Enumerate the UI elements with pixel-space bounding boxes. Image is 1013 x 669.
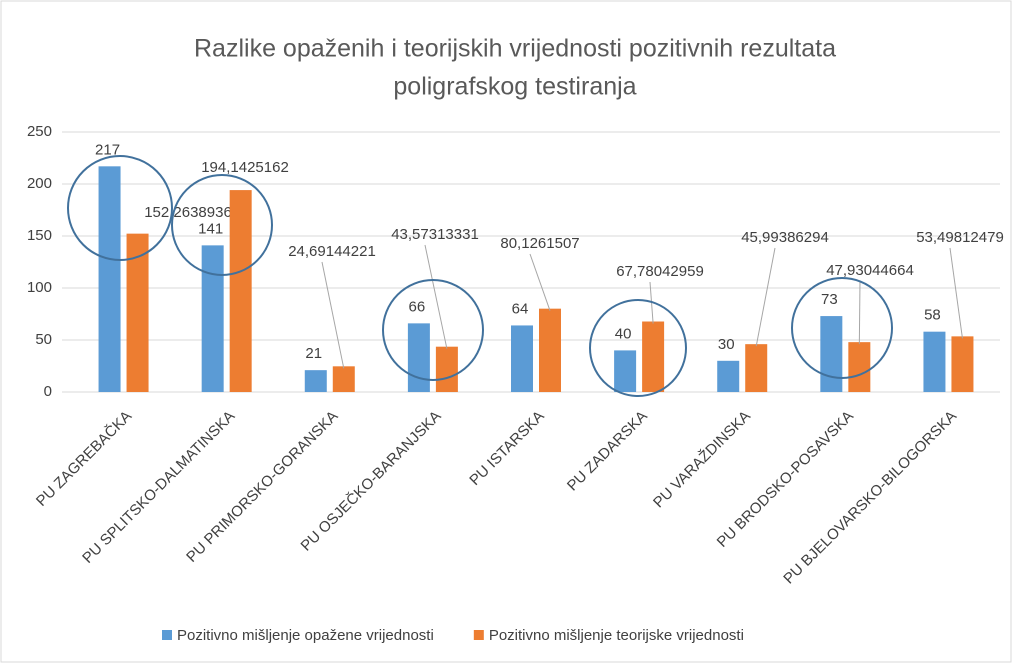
y-tick-label: 200	[27, 175, 52, 192]
data-label: 45,99386294	[741, 229, 829, 246]
data-label: 40	[615, 325, 632, 342]
data-label: 21	[305, 345, 322, 362]
annotation-circle	[382, 279, 484, 381]
legend-swatch	[473, 630, 484, 640]
legend-label: Pozitivno mišljenje teorijske vrijednost…	[489, 627, 744, 644]
annotation-circle	[67, 155, 173, 261]
leader-line	[321, 261, 345, 369]
data-label: 66	[409, 298, 426, 315]
data-label: 58	[924, 307, 941, 324]
y-tick-label: 0	[44, 383, 52, 400]
bar	[435, 346, 458, 392]
y-tick-label: 150	[27, 227, 52, 244]
y-tick-label: 50	[35, 331, 52, 348]
annotation-circle	[171, 174, 273, 276]
annotation-circle	[589, 299, 687, 397]
legend-swatch	[162, 630, 172, 640]
bar	[126, 233, 149, 392]
data-label: 80,1261507	[500, 235, 579, 252]
bar	[539, 308, 561, 392]
bar	[923, 331, 946, 392]
bar	[951, 336, 974, 392]
leader-line	[424, 244, 448, 349]
chart-title: Razlike opaženih i teorijskih vrijednost…	[194, 35, 836, 63]
data-label: 67,78042959	[616, 263, 704, 280]
bar	[407, 323, 430, 392]
legend-label: Pozitivno mišljenje opažene vrijednosti	[177, 627, 434, 644]
annotation-circles	[67, 155, 893, 397]
data-label: 47,93044664	[826, 262, 914, 279]
bar	[848, 342, 871, 392]
data-label: 152,2638936	[144, 204, 232, 221]
data-label: 24,69144221	[288, 243, 376, 260]
leader-line	[755, 247, 776, 347]
leader-line	[529, 253, 551, 311]
bar	[614, 350, 637, 392]
data-label: 217	[95, 141, 120, 158]
bar	[745, 344, 768, 392]
data-label: 53,49812479	[916, 229, 1004, 246]
bar	[201, 245, 224, 392]
leader-line	[858, 280, 861, 345]
bar	[717, 360, 740, 392]
data-label: 64	[512, 300, 529, 317]
bar	[511, 325, 533, 392]
data-label: 73	[821, 291, 838, 308]
data-label: 194,1425162	[201, 159, 289, 176]
bar	[332, 366, 355, 392]
bar	[304, 370, 327, 392]
data-label: 141	[198, 220, 223, 237]
bar	[229, 190, 252, 392]
bar	[820, 316, 843, 392]
annotation-circle	[791, 277, 893, 379]
data-label: 30	[718, 336, 735, 353]
y-tick-label: 250	[27, 123, 52, 140]
bar	[642, 321, 665, 392]
y-tick-label: 100	[27, 279, 52, 296]
chart-title: poligrafskog testiranja	[393, 73, 636, 101]
data-label: 43,57313331	[391, 226, 479, 243]
leader-line	[949, 247, 963, 339]
bar	[98, 166, 121, 392]
